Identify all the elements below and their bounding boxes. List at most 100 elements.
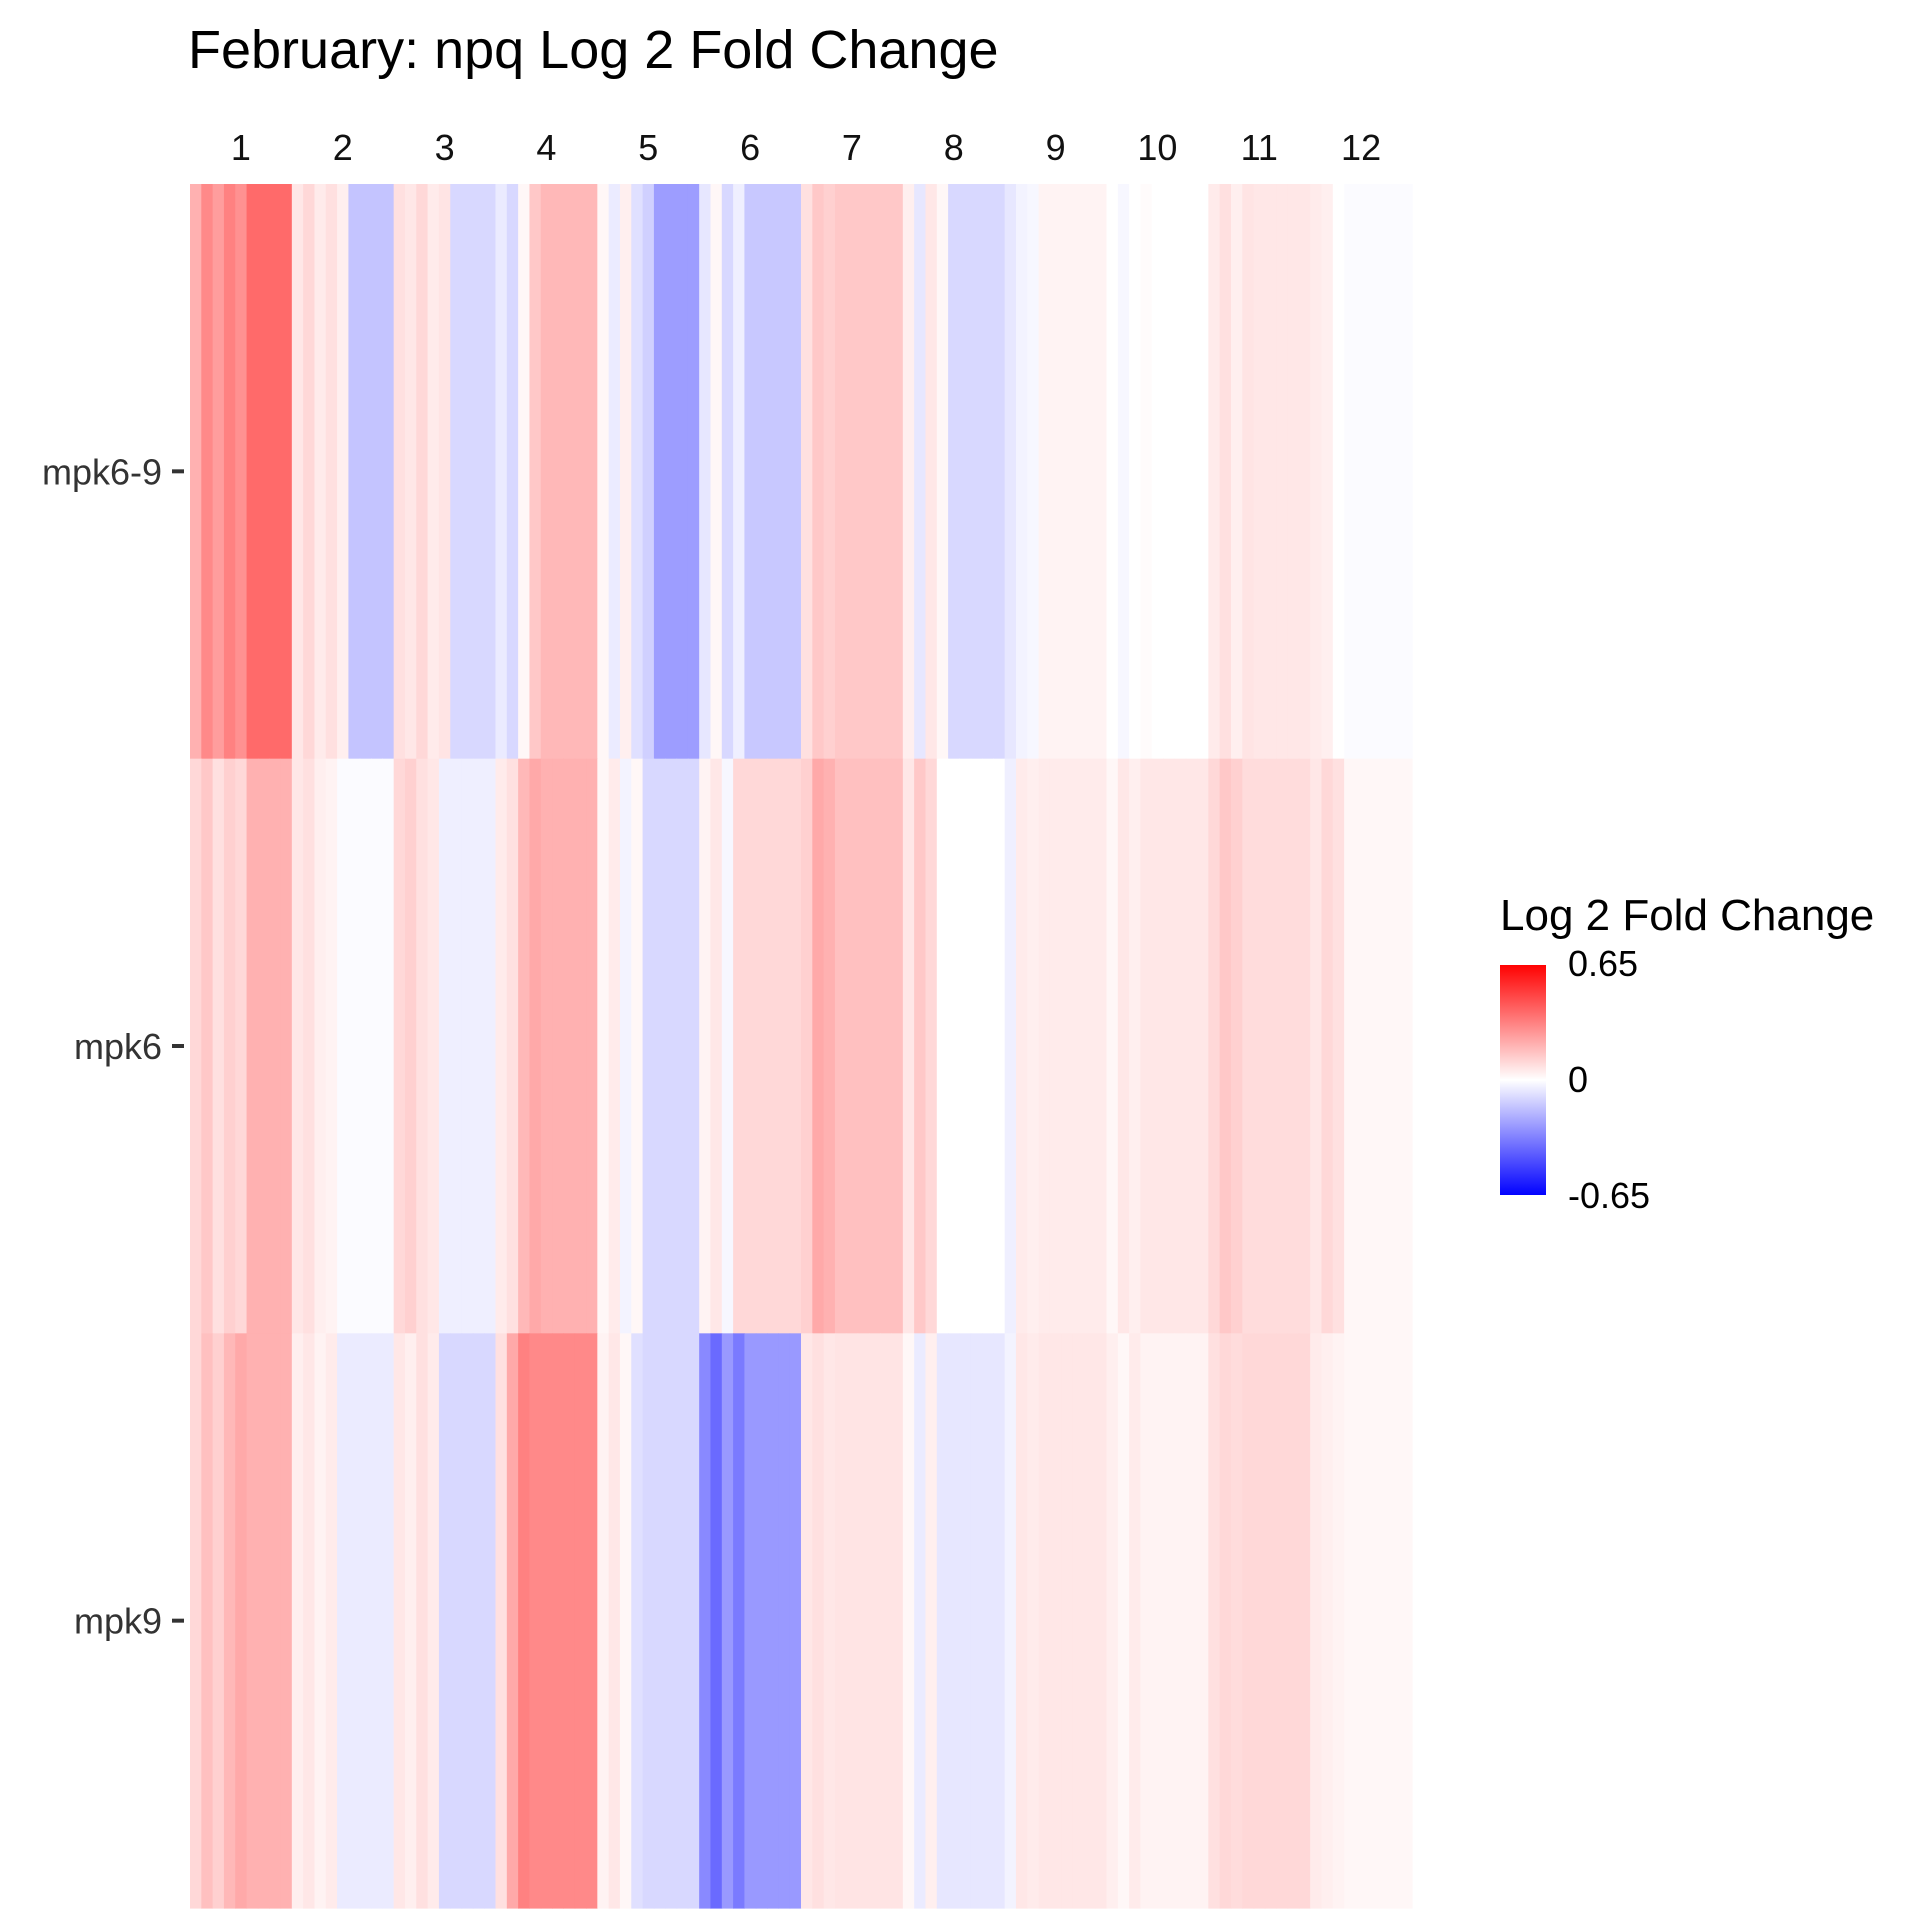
heatmap-cell-mpk6-9-col5-sub9: [687, 184, 700, 760]
heatmap-cell-mpk9-col4-sub9: [586, 1333, 598, 1909]
heatmap-cell-mpk6-col4-sub9: [586, 758, 598, 1334]
heatmap-cell-mpk6-9-col8-sub1: [902, 184, 915, 760]
heatmap-cell-mpk9-col11-sub3: [1230, 1333, 1243, 1909]
heatmap-cell-mpk6-9-col3-sub9: [484, 184, 497, 760]
heatmap-cell-mpk6-9-col9-sub2: [1015, 184, 1028, 760]
heatmap-cell-mpk6-9-col3-sub2: [404, 184, 417, 760]
heatmap-cell-mpk6-col3-sub1: [393, 758, 406, 1334]
legend: Log 2 Fold Change 0.65 0 -0.65: [1500, 891, 1874, 1216]
heatmap-cell-mpk6-9-col4-sub4: [529, 184, 542, 760]
heatmap-cell-mpk9-col9-sub4: [1038, 1333, 1051, 1909]
heatmap-cell-mpk9-col1-sub4: [223, 1333, 236, 1909]
heatmap-cell-mpk9-col4-sub8: [574, 1333, 587, 1909]
column-labels: 1 2 3 4 5 6 7 8 9 10 11 12: [231, 127, 1381, 168]
heatmap-cell-mpk9-col8-sub6: [959, 1333, 972, 1909]
heatmap-cell-mpk6-col8-sub6: [959, 758, 972, 1334]
heatmap-cell-mpk6-9-col4-sub9: [586, 184, 598, 760]
heatmap-cell-mpk6-9-col4-sub8: [574, 184, 587, 760]
heatmap-cell-mpk6-9-col4-sub2: [506, 184, 519, 760]
legend-tick-label: 0: [1568, 1059, 1588, 1100]
heatmap-cell-mpk6-9-col11-sub5: [1253, 184, 1266, 760]
heatmap-cell-mpk6-9-col7-sub6: [857, 184, 870, 760]
heatmap-cell-mpk6-9-col3-sub7: [461, 184, 474, 760]
heatmap-cell-mpk6-9-col3-sub8: [472, 184, 485, 760]
heatmap-cell-mpk6-col10-sub1: [1106, 758, 1119, 1334]
heatmap-cell-mpk9-col2-sub5: [337, 1333, 349, 1909]
heatmap-cell-mpk6-9-col11-sub8: [1287, 184, 1300, 760]
heatmap-cell-mpk9-col5-sub9: [687, 1333, 700, 1909]
heatmap-cell-mpk9-col1-sub7: [257, 1333, 270, 1909]
row-axis: mpk6-9 mpk6 mpk9: [42, 451, 184, 1642]
heatmap-cell-mpk9-col5-sub3: [619, 1333, 632, 1909]
heatmap-cell-mpk9-col11-sub4: [1242, 1333, 1255, 1909]
heatmap-cell-mpk9-col6-sub4: [733, 1333, 746, 1909]
heatmap-cell-mpk9-col3-sub3: [416, 1333, 429, 1909]
heatmap-cell-mpk6-col10-sub8: [1185, 758, 1198, 1334]
heatmap-cell-mpk9-col10-sub2: [1117, 1333, 1130, 1909]
heatmap-cell-mpk6-col5-sub3: [619, 758, 632, 1334]
heatmap-cell-mpk9-col2-sub7: [359, 1333, 372, 1909]
heatmap-cell-mpk9-col12-sub4: [1344, 1333, 1357, 1909]
heatmap-cell-mpk6-col2-sub8: [371, 758, 383, 1334]
heatmap-cell-mpk6-col10-sub5: [1151, 758, 1164, 1334]
heatmap-cell-mpk6-9-col10-sub9: [1197, 184, 1209, 760]
heatmap-cell-mpk6-col1-sub7: [257, 758, 270, 1334]
heatmap-cell-mpk6-9-col12-sub7: [1378, 184, 1390, 760]
heatmap-cell-mpk9-col11-sub6: [1264, 1333, 1277, 1909]
heatmap-cell-mpk6-col9-sub7: [1072, 758, 1085, 1334]
heatmap-cell-mpk6-9-col12-sub9: [1400, 184, 1413, 760]
heatmap-cell-mpk6-9-col11-sub2: [1219, 184, 1232, 760]
heatmap-cell-mpk9-col4-sub5: [540, 1333, 553, 1909]
heatmap-cell-mpk6-9-col5-sub7: [665, 184, 678, 760]
heatmap-cell-mpk6-col4-sub2: [506, 758, 519, 1334]
heatmap-cell-mpk6-col7-sub1: [801, 758, 813, 1334]
heatmap-cell-mpk9-col10-sub3: [1129, 1333, 1142, 1909]
heatmap-cell-mpk6-col4-sub8: [574, 758, 587, 1334]
heatmap-cell-mpk9-col8-sub5: [948, 1333, 960, 1909]
heatmap-cell-mpk9-col6-sub7: [767, 1333, 779, 1909]
heatmap-cell-mpk9-col9-sub8: [1083, 1333, 1096, 1909]
heatmap-cell-mpk6-col1-sub2: [201, 758, 214, 1334]
heatmap-cell-mpk6-col10-sub3: [1129, 758, 1142, 1334]
heatmap-cell-mpk9-col3-sub6: [450, 1333, 463, 1909]
heatmap-cell-mpk9-col3-sub5: [438, 1333, 451, 1909]
heatmap-cell-mpk6-col1-sub8: [269, 758, 282, 1334]
heatmap-cell-mpk6-col5-sub2: [608, 758, 621, 1334]
heatmap-cell-mpk9-col7-sub7: [868, 1333, 881, 1909]
heatmap-cell-mpk6-col3-sub3: [416, 758, 429, 1334]
heatmap-cell-mpk6-9-col2-sub9: [382, 184, 395, 760]
heatmap-cell-mpk6-9-col8-sub5: [948, 184, 960, 760]
heatmap-cell-mpk6-9-col2-sub2: [303, 184, 316, 760]
heatmap-cell-mpk9-col8-sub3: [925, 1333, 938, 1909]
heatmap-cell-mpk6-col7-sub5: [846, 758, 859, 1334]
heatmap-cell-mpk9-col1-sub1: [190, 1333, 202, 1909]
heatmap-cell-mpk9-col2-sub3: [314, 1333, 327, 1909]
heatmap-cell-mpk6-9-col8-sub3: [925, 184, 938, 760]
heatmap-cell-mpk6-9-col6-sub1: [699, 184, 712, 760]
heatmap-cell-mpk9-col1-sub3: [212, 1333, 225, 1909]
heatmap-cell-mpk6-9-col1-sub3: [212, 184, 225, 760]
heatmap-cell-mpk9-col7-sub4: [834, 1333, 847, 1909]
heatmap-cell-mpk6-col4-sub5: [540, 758, 553, 1334]
heatmap-cell-mpk6-col6-sub6: [755, 758, 768, 1334]
heatmap-cell-mpk6-col8-sub7: [970, 758, 983, 1334]
heatmap-cell-mpk9-col6-sub6: [755, 1333, 768, 1909]
heatmap-cell-mpk6-col12-sub9: [1400, 758, 1413, 1334]
heatmap-cell-mpk6-col3-sub4: [427, 758, 440, 1334]
heatmap-cell-mpk6-col11-sub4: [1242, 758, 1255, 1334]
heatmap-cell-mpk6-9-col12-sub4: [1344, 184, 1357, 760]
heatmap-cell-mpk6-9-col3-sub5: [438, 184, 451, 760]
heatmap-cell-mpk6-9-col6-sub2: [710, 184, 723, 760]
heatmap-cell-mpk6-9-col10-sub7: [1174, 184, 1187, 760]
heatmap-cell-mpk6-col2-sub1: [291, 758, 304, 1334]
column-label-7: 7: [842, 127, 862, 168]
column-label-9: 9: [1046, 127, 1066, 168]
heatmap-cell-mpk6-col8-sub9: [993, 758, 1006, 1334]
heatmap-cell-mpk6-9-col11-sub7: [1276, 184, 1289, 760]
heatmap-cell-mpk6-9-col3-sub6: [450, 184, 463, 760]
heatmap-cell-mpk6-col11-sub2: [1219, 758, 1232, 1334]
heatmap-cell-mpk6-col10-sub6: [1163, 758, 1175, 1334]
heatmap-cell-mpk6-9-col6-sub5: [744, 184, 757, 760]
heatmap-cell-mpk6-9-col10-sub8: [1185, 184, 1198, 760]
